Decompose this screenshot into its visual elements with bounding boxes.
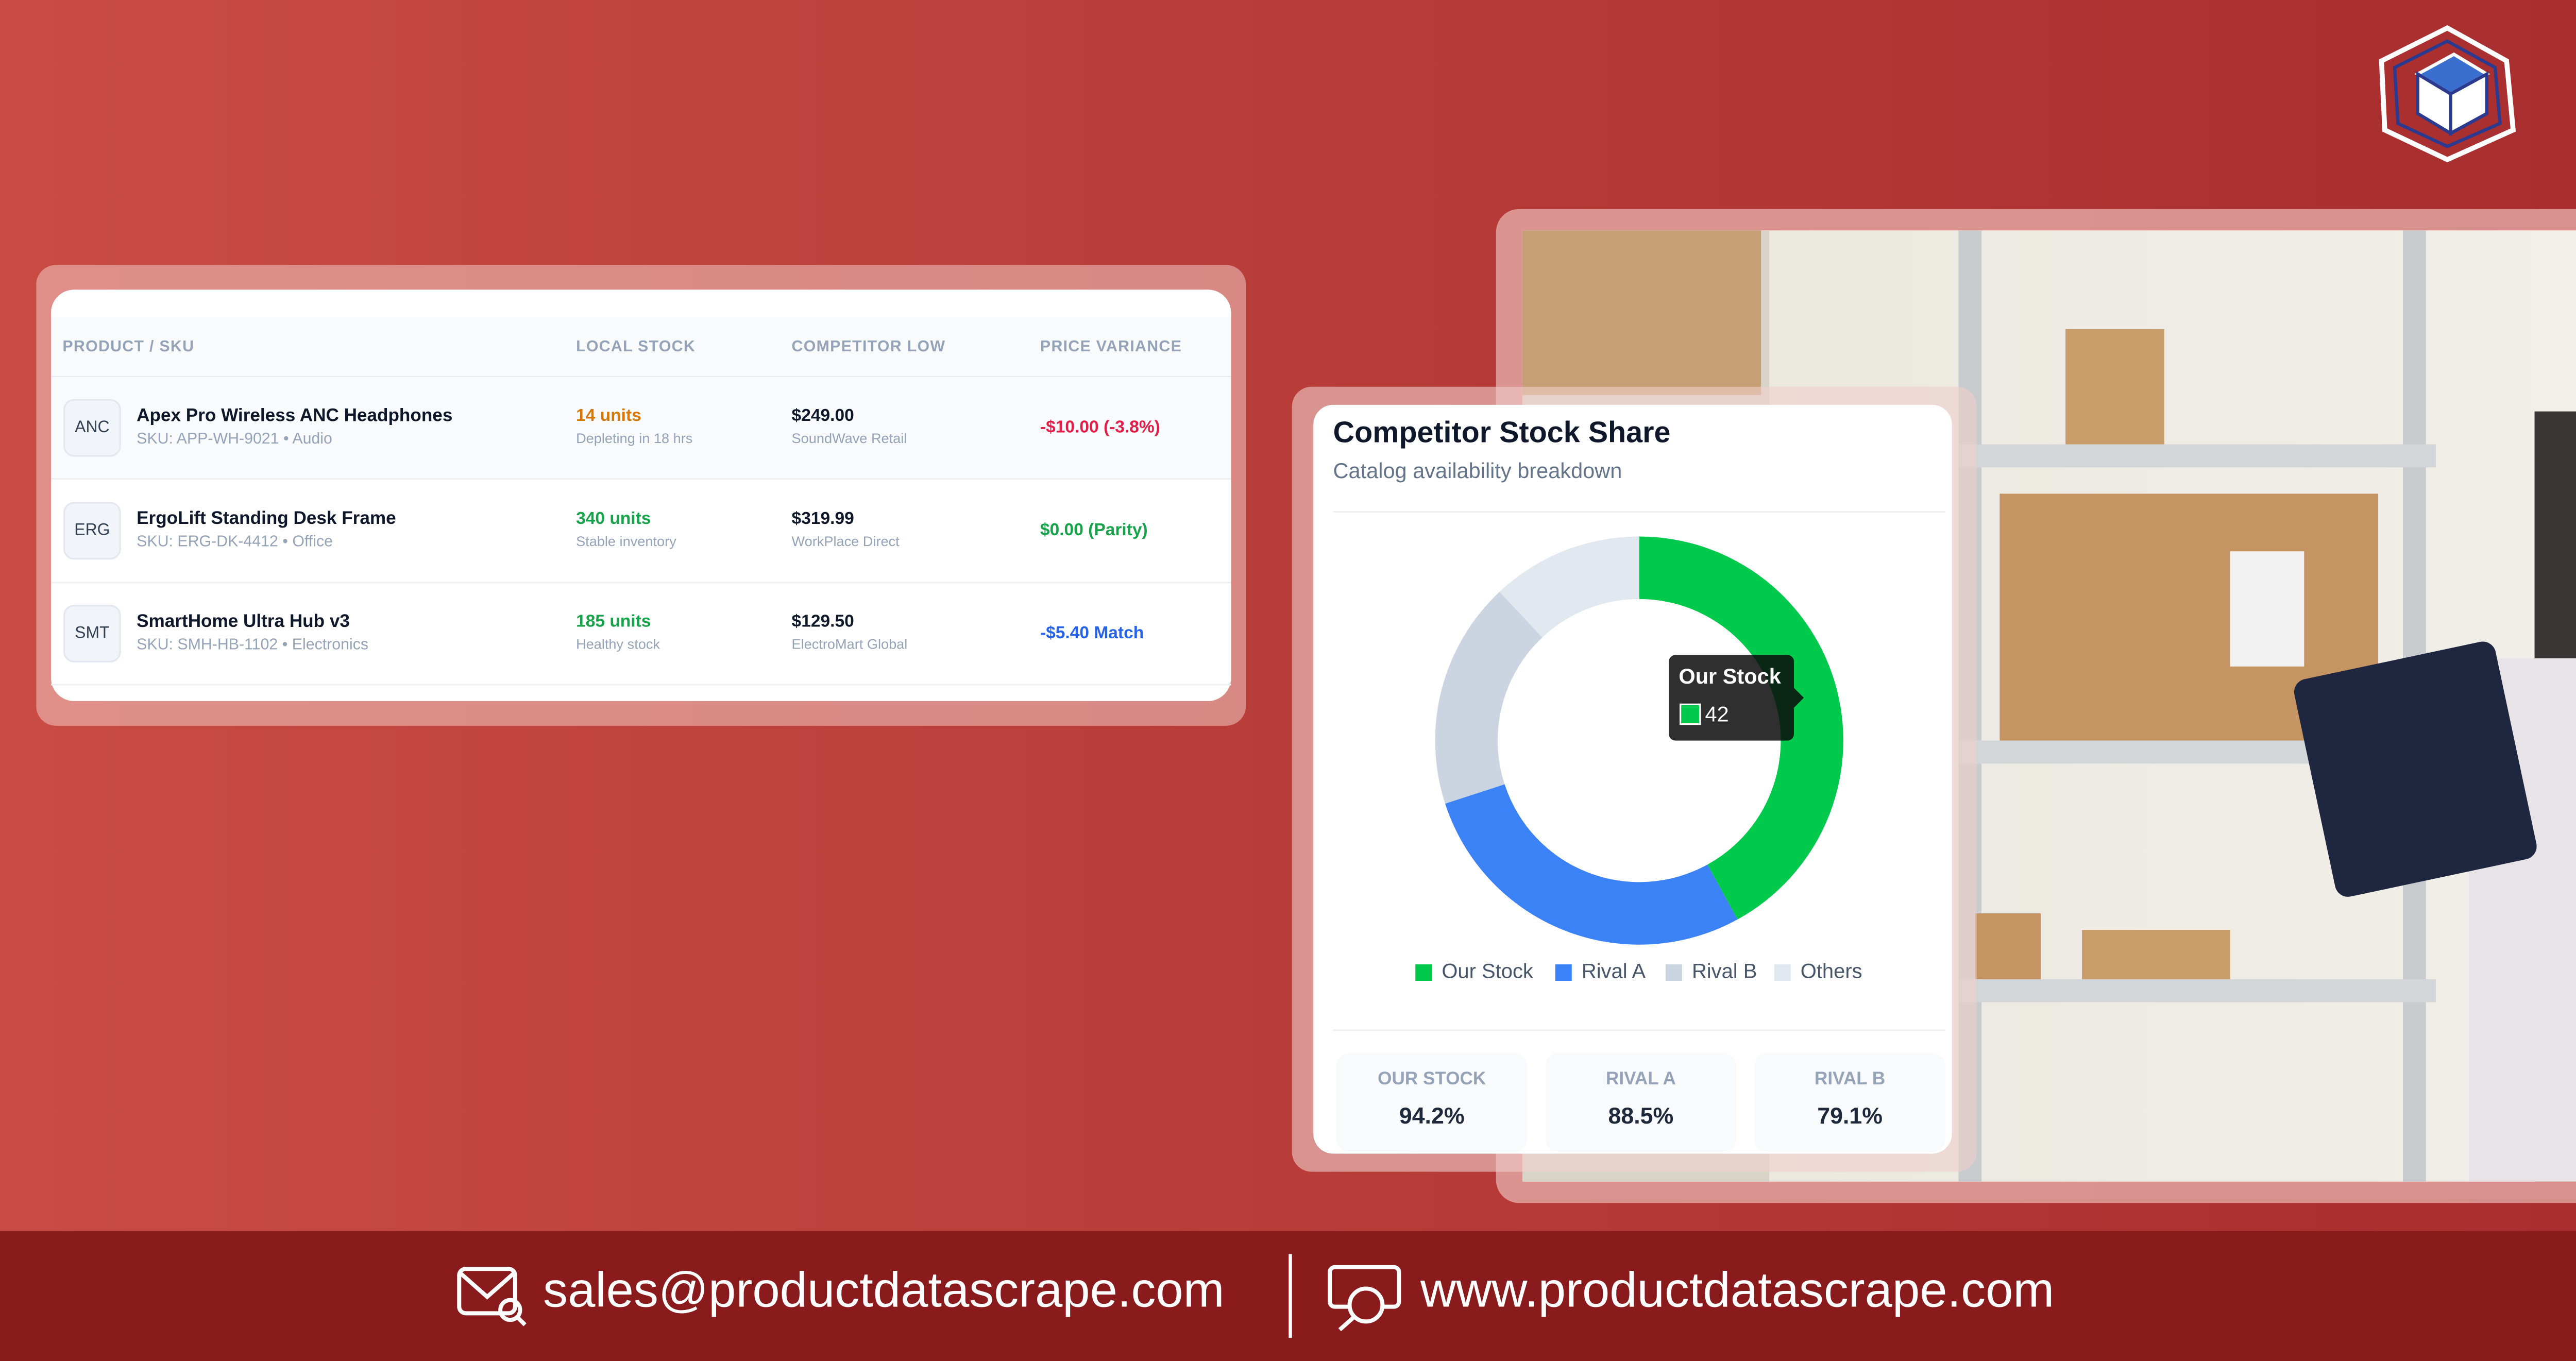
stat-value: 88.5% — [1608, 1103, 1674, 1129]
stats: OUR STOCK 94.2% RIVAL A 88.5% RIVAL B 79.1% — [1336, 1053, 1945, 1152]
sku-badge — [63, 502, 121, 560]
stat-label: RIVAL A — [1606, 1068, 1676, 1088]
donut — [1435, 536, 1843, 945]
stat-value: 94.2% — [1399, 1103, 1465, 1129]
column-header: PRODUCT / SKU — [62, 338, 194, 355]
legend-label: Rival A — [1582, 960, 1646, 983]
product-name: Apex Pro Wireless ANC Headphones — [137, 405, 452, 426]
price-variance: -$10.00 (-3.8%) — [1040, 417, 1160, 436]
legend-swatch — [1555, 964, 1572, 981]
stat-label: OUR STOCK — [1378, 1068, 1486, 1088]
chart-card: Competitor Stock Share Catalog availabil… — [1292, 386, 1977, 1172]
tooltip: Our Stock 42 — [1669, 655, 1804, 741]
product-name: ErgoLift Standing Desk Frame — [137, 508, 396, 528]
footer-website: www.productdatascrape.com — [1420, 1262, 2054, 1317]
column-header: COMPETITOR LOW — [792, 338, 946, 355]
product-sku: SKU: SMH-HB-1102 • Electronics — [137, 636, 368, 653]
price-variance: -$5.40 Match — [1040, 623, 1144, 642]
local-stock: 340 units — [576, 509, 651, 528]
legend-label: Our Stock — [1442, 960, 1534, 983]
legend-label: Others — [1801, 960, 1862, 983]
stat-label: RIVAL B — [1815, 1068, 1885, 1088]
donut-slice — [1499, 536, 1639, 638]
tooltip-label: Our Stock — [1679, 664, 1781, 688]
product-sku: SKU: APP-WH-9021 • Audio — [137, 430, 332, 447]
footer: sales@productdatascrape.com www.productd… — [0, 1231, 2576, 1361]
web-icon — [1328, 1265, 1401, 1332]
competitor-price: $249.00 — [792, 406, 854, 425]
stock-note: Healthy stock — [576, 636, 660, 652]
footer-email: sales@productdatascrape.com — [543, 1262, 1224, 1317]
legend-swatch — [1415, 964, 1432, 981]
chart-subtitle: Catalog availability breakdown — [1333, 458, 1622, 483]
chart-title: Competitor Stock Share — [1333, 416, 1671, 449]
stat-box — [1336, 1053, 1528, 1152]
table: PRODUCT / SKU LOCAL STOCK COMPETITOR LOW PR… — [62, 338, 1182, 662]
product-name: SmartHome Ultra Hub v3 — [137, 611, 350, 631]
sku-badge — [63, 399, 121, 457]
stock-note: Stable inventory — [576, 533, 676, 549]
sku-badge-text: SMT — [75, 623, 109, 641]
competitor-seller: WorkPlace Direct — [792, 533, 900, 549]
product-sku: SKU: ERG-DK-4412 • Office — [137, 533, 333, 550]
sku-badge-text: ANC — [75, 417, 109, 436]
price-variance: $0.00 (Parity) — [1040, 520, 1148, 539]
legend-swatch — [1665, 964, 1682, 981]
stat-box — [1545, 1053, 1737, 1152]
column-header: PRICE VARIANCE — [1040, 338, 1182, 355]
sku-badge — [63, 605, 121, 662]
local-stock: 185 units — [576, 611, 651, 631]
competitor-seller: ElectroMart Global — [792, 636, 908, 652]
donut-slice — [1639, 536, 1843, 920]
competitor-price: $129.50 — [792, 611, 854, 631]
donut-slice — [1435, 591, 1543, 804]
competitor-seller: SoundWave Retail — [792, 430, 907, 446]
stock-note: Depleting in 18 hrs — [576, 430, 692, 446]
sku-badge-text: ERG — [74, 520, 110, 539]
column-header: LOCAL STOCK — [576, 338, 696, 355]
mail-icon — [457, 1267, 527, 1326]
stat-value: 79.1% — [1817, 1103, 1883, 1129]
legend-swatch — [1774, 964, 1791, 981]
tooltip-swatch — [1680, 703, 1701, 725]
table-card — [36, 265, 1246, 726]
legend: Our Stock Rival A Rival B Others — [1415, 960, 1862, 983]
local-stock: 14 units — [576, 406, 641, 425]
logo — [2379, 25, 2516, 163]
legend-label: Rival B — [1692, 960, 1757, 983]
tooltip-value: 42 — [1705, 702, 1729, 726]
stat-box — [1754, 1053, 1945, 1152]
competitor-price: $319.99 — [792, 509, 854, 528]
donut-slice — [1445, 784, 1738, 945]
